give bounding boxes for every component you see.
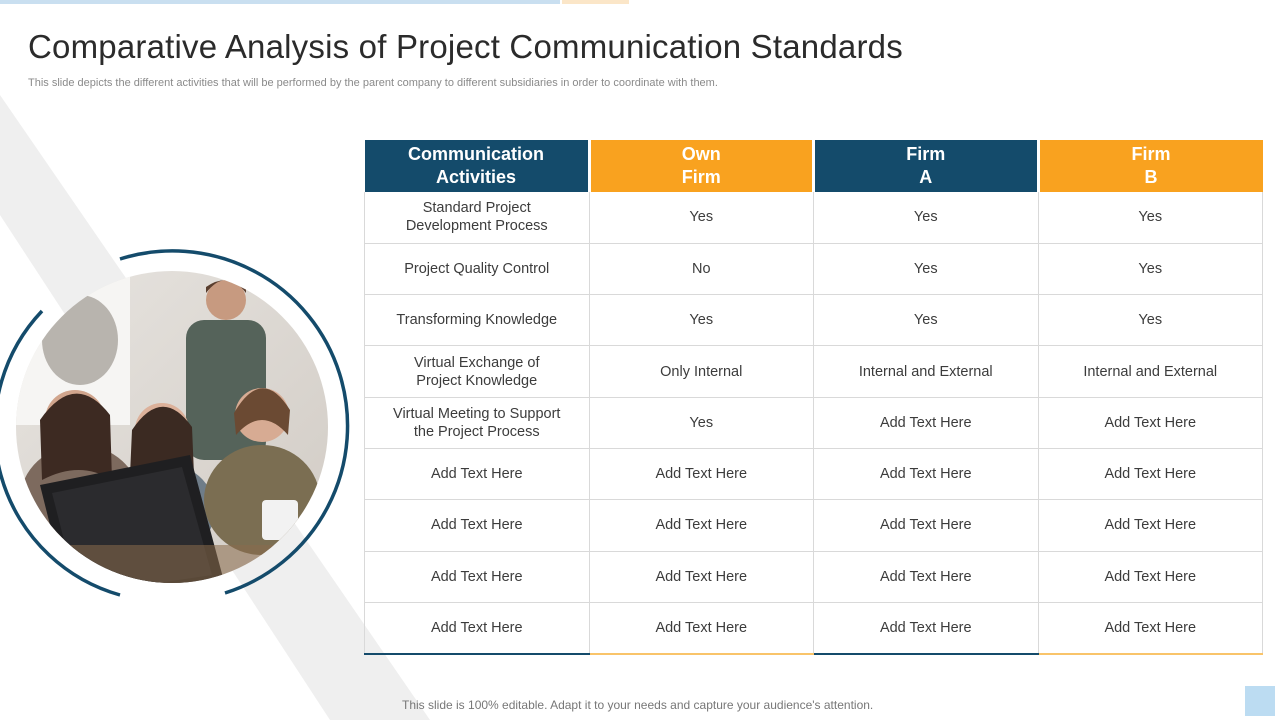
table-row: Add Text Here Add Text Here Add Text Her… [364,499,1263,552]
table-cell: Standard Project Development Process [364,192,590,244]
table-cell: Yes [1038,192,1263,244]
table-cell: Add Text Here [1038,499,1263,552]
table-cell: Internal and External [813,345,1039,398]
table-row: Transforming Knowledge Yes Yes Yes [364,294,1263,347]
table-cell: Add Text Here [813,551,1039,603]
table-cell: Add Text Here [1038,397,1263,449]
table-cell: Yes [1038,294,1263,347]
table-row: Virtual Meeting to Support the Project Pr… [364,397,1263,449]
table-header-row: Communication Activities Own Firm Firm A Fi… [364,140,1263,192]
table-cell: Add Text Here [364,602,590,655]
table-cell: Internal and External [1038,345,1263,398]
table-cell: Add Text Here [364,551,590,603]
table-row: Add Text Here Add Text Here Add Text Her… [364,602,1263,655]
top-accent-bar-blue [0,0,560,4]
header-firm-a: Firm A [813,140,1040,192]
footer-note: This slide is 100% editable. Adapt it to… [402,698,874,712]
team-photo [0,245,360,605]
table-cell: Yes [813,294,1039,347]
table-cell: Virtual Meeting to Support the Project Pr… [364,397,590,449]
table-cell: Add Text Here [813,397,1039,449]
table-cell: Add Text Here [1038,551,1263,603]
table-cell: Only Internal [589,345,814,398]
table-cell: Add Text Here [364,499,590,552]
table-cell: Add Text Here [813,448,1039,501]
page-title: Comparative Analysis of Project Communic… [28,28,903,65]
table-cell: Yes [1038,243,1263,296]
table-row: Add Text Here Add Text Here Add Text Her… [364,551,1263,603]
table-cell: Add Text Here [589,602,814,655]
table-cell: Add Text Here [813,602,1039,655]
table-cell: Add Text Here [589,551,814,603]
table-row: Standard Project Development Process Yes … [364,192,1263,244]
header-communication-activities: Communication Activities [364,140,591,192]
page-subtitle: This slide depicts the different activit… [28,77,718,89]
table-cell: Yes [813,243,1039,296]
table-cell: Yes [589,294,814,347]
corner-accent-square [1245,686,1275,716]
header-firm-b: Firm B [1038,140,1263,192]
table-cell: Add Text Here [1038,448,1263,501]
table-cell: Add Text Here [589,499,814,552]
table-cell: Add Text Here [1038,602,1263,655]
table-row: Project Quality Control No Yes Yes [364,243,1263,296]
table-cell: Yes [813,192,1039,244]
top-accent-bar-peach [562,0,629,4]
table-row: Add Text Here Add Text Here Add Text Her… [364,448,1263,501]
table-cell: Project Quality Control [364,243,590,296]
comparison-table: Communication Activities Own Firm Firm A Fi… [364,140,1263,655]
table-cell: Virtual Exchange of Project Knowledge [364,345,590,398]
table-cell: Transforming Knowledge [364,294,590,347]
table-cell: Add Text Here [813,499,1039,552]
header-own-firm: Own Firm [589,140,815,192]
table-row: Virtual Exchange of Project Knowledge Onl… [364,345,1263,398]
table-cell: Yes [589,397,814,449]
table-cell: No [589,243,814,296]
table-cell: Add Text Here [364,448,590,501]
table-cell: Yes [589,192,814,244]
table-cell: Add Text Here [589,448,814,501]
